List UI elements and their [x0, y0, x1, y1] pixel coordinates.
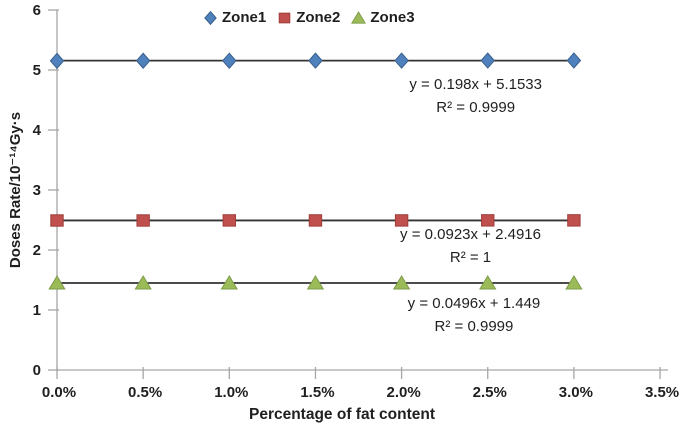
triangle-marker — [565, 274, 583, 290]
x-tick-label: 2.5% — [473, 384, 507, 401]
x-axis-title: Percentage of fat content — [248, 406, 436, 423]
r-squared-label: R² = 0.9999 — [434, 317, 514, 335]
square-marker — [308, 214, 323, 227]
triangle-marker — [306, 275, 325, 290]
annotation-zone3: y = 0.0496x + 1.449 R² = 0.9999 — [408, 292, 541, 338]
diamond-marker — [222, 52, 237, 69]
x-tick-label: 1.5% — [300, 384, 334, 401]
annotation-zone1: y = 0.198x + 5.1533 R² = 0.9999 — [409, 73, 542, 119]
trendline-equation: y = 0.0496x + 1.449 — [407, 294, 541, 312]
y-axis-title: Doses Rate/10⁻¹⁴Gy·s — [7, 111, 24, 269]
square-marker — [278, 12, 291, 23]
square-marker — [50, 214, 64, 227]
x-tick-label: 3.0% — [559, 384, 593, 401]
triangle-marker — [392, 275, 411, 290]
triangle-marker — [48, 275, 66, 290]
diamond-marker — [566, 52, 582, 69]
x-tick-label: 0.0% — [42, 384, 76, 401]
legend: Zone1 Zone2 Zone3 — [203, 9, 415, 26]
diamond-marker — [204, 10, 217, 25]
square-marker — [394, 214, 409, 227]
diamond-marker — [394, 52, 409, 69]
axes: 0 1 2 3 4 5 6 0.0% 0.5% 1.0% 1.5% 2.0% 2.5% 3.0% 3.5% — [33, 2, 679, 401]
series-zone3 — [48, 274, 583, 290]
square-marker — [136, 214, 150, 227]
diamond-marker — [135, 52, 151, 70]
square-icon — [278, 12, 291, 23]
r-squared-label: R² = 0.9999 — [436, 98, 516, 116]
triangle-marker — [220, 275, 238, 290]
square-marker — [567, 214, 581, 227]
y-tick-label: 3 — [33, 182, 41, 199]
y-tick-label: 2 — [33, 242, 41, 259]
legend-item-zone2: Zone2 — [277, 9, 340, 26]
trendline-equation: y = 0.0923x + 2.4916 — [400, 225, 541, 243]
triangle-marker — [479, 275, 497, 290]
legend-item-zone3: Zone3 — [351, 9, 415, 26]
square-marker — [222, 214, 237, 227]
square-marker — [481, 214, 495, 227]
triangle-marker — [134, 275, 152, 290]
diamond-marker — [308, 52, 323, 69]
legend-label: Zone3 — [370, 9, 415, 26]
diamond-marker — [480, 52, 496, 69]
y-tick-label: 5 — [33, 62, 41, 79]
y-tick-label: 1 — [33, 302, 41, 319]
diamond-marker — [49, 52, 65, 70]
legend-label: Zone1 — [222, 9, 267, 26]
legend-item-zone1: Zone1 — [203, 9, 266, 26]
triangle-marker — [351, 10, 367, 24]
triangle-icon — [351, 10, 367, 24]
y-tick-label: 4 — [33, 122, 42, 139]
x-tick-label: 3.5% — [645, 384, 679, 401]
annotation-zone2: y = 0.0923x + 2.4916 R² = 1 — [400, 223, 541, 269]
diamond-icon — [204, 10, 217, 25]
r-squared-label: R² = 1 — [449, 248, 492, 266]
x-tick-label: 1.0% — [214, 384, 248, 401]
legend-label: Zone2 — [296, 9, 341, 26]
trendline-equation: y = 0.198x + 5.1533 — [409, 75, 542, 93]
y-tick-label: 6 — [33, 2, 41, 19]
x-tick-label: 2.0% — [386, 384, 420, 401]
series-zone1 — [49, 52, 582, 70]
y-tick-label: 0 — [33, 362, 41, 379]
x-tick-label: 0.5% — [128, 384, 162, 401]
series-zone2 — [50, 214, 581, 227]
